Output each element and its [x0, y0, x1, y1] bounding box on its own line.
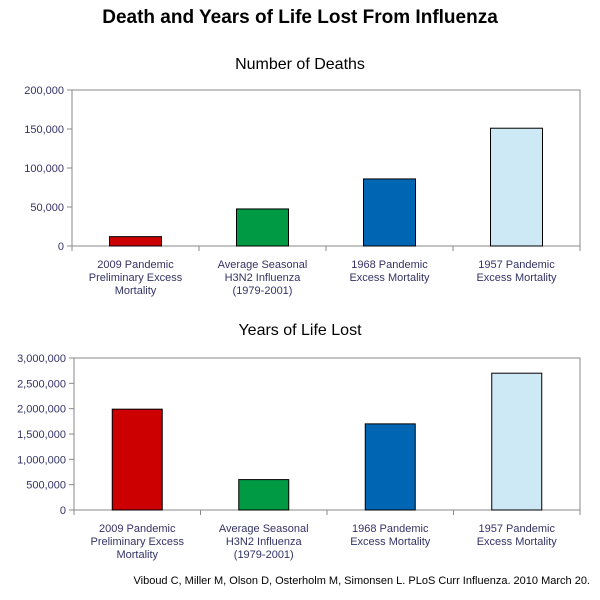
deaths-chart: Number of Deaths 0 50,000 100,000 150,000 20…	[0, 52, 600, 310]
deaths-y-tick-label: 150,000	[24, 124, 64, 136]
yll-category-label: 2009 Pandemic Preliminary Excess Mortality	[90, 523, 184, 561]
yll-bar-4	[491, 372, 543, 511]
years-of-life-lost-chart-title: Years of Life Lost	[238, 322, 362, 339]
yll-category-label: 1968 Pandemic Excess Mortality	[350, 523, 431, 548]
figure-title: Death and Years of Life Lost From Influe…	[102, 7, 498, 28]
deaths-y-tick-label: 0	[58, 241, 64, 253]
yll-y-tick-label: 500,000	[26, 480, 66, 492]
deaths-y-tick-label: 100,000	[24, 163, 64, 175]
yll-bar-1	[111, 408, 163, 511]
yll-y-tick-label: 2,000,000	[17, 404, 66, 416]
deaths-bar-2	[236, 208, 289, 247]
yll-bar-2	[238, 479, 290, 511]
deaths-y-tick-label: 200,000	[24, 85, 64, 97]
deaths-chart-title: Number of Deaths	[235, 56, 365, 73]
deaths-bar-3	[363, 178, 416, 247]
years-of-life-lost-chart: Years of Life Lost 0 500,000 1,000,000 1,50…	[0, 318, 600, 568]
yll-y-tick-label: 0	[60, 505, 66, 517]
deaths-bar-1	[109, 236, 162, 247]
deaths-category-label: 1957 Pandemic Excess Mortality	[476, 259, 557, 284]
deaths-chart-plot: 0 50,000 100,000 150,000 200,000 2009 Pandemi…	[24, 85, 581, 297]
deaths-category-label: 1968 Pandemic Excess Mortality	[349, 259, 430, 284]
deaths-y-tick-label: 50,000	[30, 202, 64, 214]
years-of-life-lost-chart-plot: 0 500,000 1,000,000 1,500,000 2,000,000 2,500…	[17, 353, 581, 561]
yll-category-label: 1957 Pandemic Excess Mortality	[477, 523, 558, 548]
yll-y-tick-label: 2,500,000	[17, 378, 66, 390]
deaths-category-label: Average Seasonal H3N2 Influenza (1979-2001…	[218, 259, 308, 297]
yll-bar-3	[364, 423, 416, 511]
deaths-category-label: 2009 Pandemic Preliminary Excess Mortality	[89, 259, 183, 297]
yll-category-label: Average Seasonal H3N2 Influenza (1979-2001…	[219, 523, 309, 561]
yll-y-tick-label: 3,000,000	[17, 353, 66, 365]
yll-y-tick-label: 1,500,000	[17, 429, 66, 441]
deaths-bar-4	[490, 127, 543, 247]
yll-y-tick-label: 1,000,000	[17, 454, 66, 466]
citation: Viboud C, Miller M, Olson D, Osterholm M…	[133, 575, 591, 587]
